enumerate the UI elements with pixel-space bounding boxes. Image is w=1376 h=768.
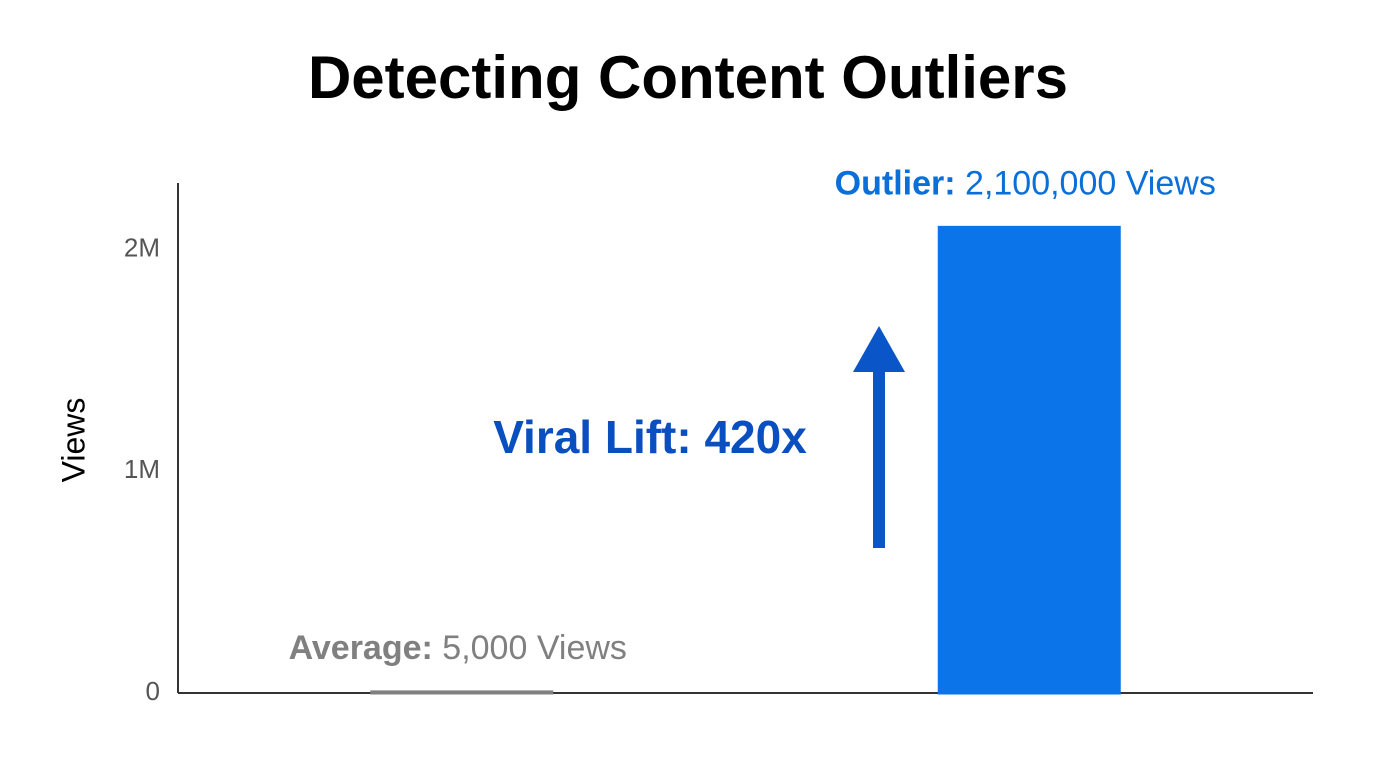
arrow-head xyxy=(853,326,905,372)
chart-title: Detecting Content Outliers xyxy=(308,44,1068,111)
data-label-value: 2,100,000 Views xyxy=(965,164,1216,202)
bar xyxy=(370,690,554,695)
data-label-value: 5,000 Views xyxy=(442,629,627,667)
y-tick-label: 0 xyxy=(146,676,160,706)
y-tick-label: 2M xyxy=(124,232,160,262)
annotation: Viral Lift: 420x xyxy=(493,411,807,463)
data-label: Average: 5,000 Views xyxy=(289,629,627,667)
data-label-category: Outlier: xyxy=(835,164,956,202)
y-axis-label: Views xyxy=(55,398,91,483)
y-tick-label: 1M xyxy=(124,454,160,484)
bar xyxy=(937,225,1121,695)
data-label: Outlier: 2,100,000 Views xyxy=(835,164,1216,202)
data-label-category: Average: xyxy=(289,629,433,667)
